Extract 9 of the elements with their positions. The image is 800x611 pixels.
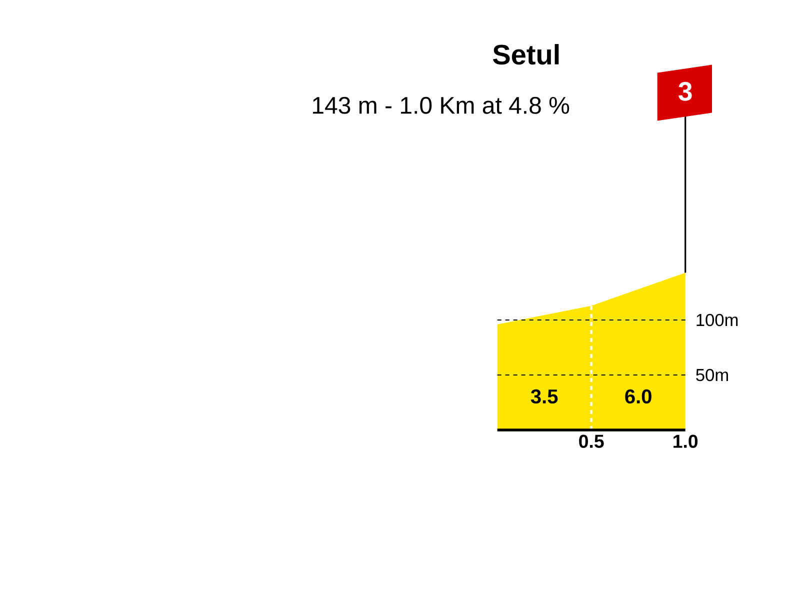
chart-subtitle: 143 m - 1.0 Km at 4.8 % <box>312 96 570 114</box>
text: 3 <box>678 82 692 101</box>
y-tick-label: 100m <box>696 314 738 326</box>
x-tick-label: 1.0 <box>674 434 698 448</box>
chart-title: Setul <box>492 44 559 65</box>
y-tick-label: 50m <box>696 368 728 382</box>
x-tick-label: 0.5 <box>579 434 604 448</box>
annotation: 6.0 <box>625 389 652 404</box>
annotation: 3.5 <box>530 389 558 404</box>
